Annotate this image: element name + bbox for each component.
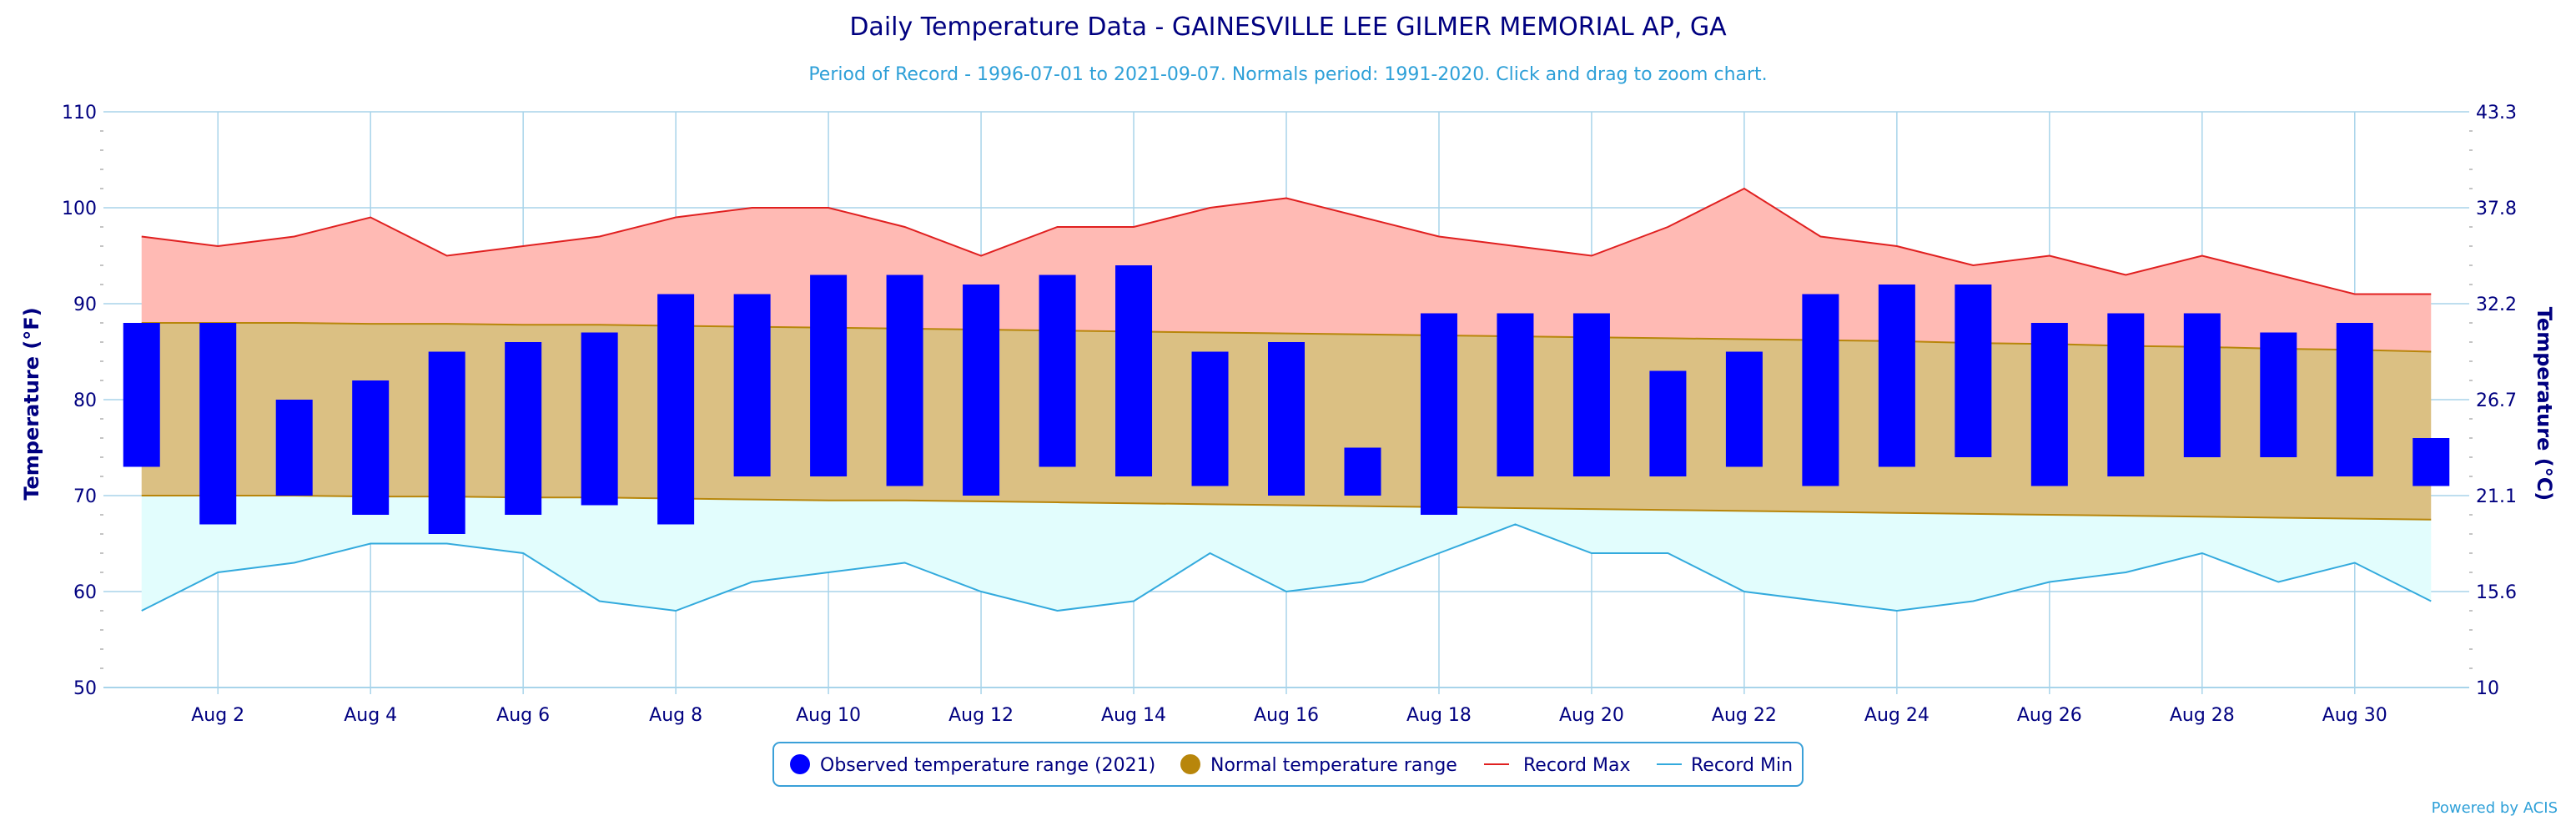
chart-title: Daily Temperature Data - GAINESVILLE LEE…	[849, 13, 1727, 42]
observed-bar-day-12	[963, 285, 1000, 496]
y-tick-label-left: 60	[73, 582, 97, 603]
observed-bar-day-25	[1955, 285, 1992, 457]
y-tick-label-right: 37.8	[2476, 199, 2517, 219]
record-max-area	[141, 189, 2432, 352]
legend-record-max-label: Record Max	[1523, 755, 1631, 776]
observed-bar-day-2	[199, 323, 237, 525]
observed-bar-day-13	[1039, 275, 1076, 467]
right-y-axis: 10 15.6 21.1 26.7 32.2 37.8 43.3	[2476, 103, 2517, 699]
axes	[100, 130, 2473, 694]
credit-link[interactable]: Powered by ACIS	[2432, 799, 2558, 817]
observed-bar-day-29	[2260, 332, 2297, 457]
x-tick-label: Aug 6	[496, 705, 550, 726]
record-max-line	[141, 187, 2432, 295]
observed-bar-day-27	[2107, 313, 2145, 476]
observed-bar-day-4	[352, 380, 390, 515]
x-tick-label: Aug 30	[2322, 705, 2387, 726]
y-tick-label-right: 26.7	[2476, 390, 2517, 411]
right-y-axis-label: Temperature (°C)	[2533, 307, 2556, 501]
plot-area[interactable]	[100, 111, 2473, 694]
left-y-axis: 50 60 70 80 90 100 110	[62, 103, 97, 699]
x-tick-label: Aug 18	[1406, 705, 1472, 726]
y-tick-label-right: 10	[2476, 678, 2499, 699]
observed-bar-day-8	[657, 294, 695, 525]
legend-item-record-min[interactable]: Record Min	[1657, 755, 1793, 776]
y-tick-label-right: 32.2	[2476, 295, 2517, 315]
legend: Observed temperature range (2021) Normal…	[772, 742, 1804, 787]
legend-observed-label: Observed temperature range (2021)	[820, 755, 1155, 776]
observed-bar-day-11	[886, 275, 923, 486]
observed-bar-day-30	[2336, 323, 2373, 476]
x-tick-label: Aug 24	[1864, 705, 1929, 726]
legend-observed-swatch	[790, 754, 810, 774]
legend-normal-swatch	[1180, 754, 1200, 774]
legend-item-observed[interactable]: Observed temperature range (2021)	[790, 754, 1155, 776]
chart-subtitle: Period of Record - 1996-07-01 to 2021-09…	[808, 64, 1767, 85]
x-axis: Aug 2 Aug 4 Aug 6 Aug 8 Aug 10 Aug 12 Aug 14 Au…	[191, 705, 2387, 726]
y-tick-label-right: 21.1	[2476, 486, 2517, 507]
y-tick-label-left: 70	[73, 486, 97, 507]
observed-bar-day-9	[733, 294, 771, 476]
record-min-line	[141, 523, 2432, 612]
legend-normal-label: Normal temperature range	[1210, 755, 1457, 776]
observed-bar-day-28	[2183, 313, 2221, 457]
y-tick-label-left: 90	[73, 295, 97, 315]
x-tick-label: Aug 2	[191, 705, 244, 726]
observed-bar-day-20	[1572, 313, 1610, 476]
observed-bar-day-6	[505, 342, 542, 515]
x-tick-label: Aug 28	[2170, 705, 2235, 726]
observed-bar-day-16	[1268, 342, 1305, 496]
y-tick-label-left: 110	[62, 103, 97, 123]
observed-bar-day-17	[1344, 447, 1381, 496]
x-tick-label: Aug 4	[344, 705, 397, 726]
x-tick-label: Aug 22	[1712, 705, 1777, 726]
legend-item-record-max[interactable]: Record Max	[1484, 755, 1631, 776]
observed-bar-day-24	[1878, 285, 1915, 467]
y-tick-label-left: 80	[73, 390, 97, 411]
observed-bar-day-14	[1115, 265, 1153, 476]
record-min-area	[141, 496, 2432, 611]
observed-bar-day-15	[1191, 351, 1229, 486]
observed-bar-day-19	[1497, 313, 1534, 476]
x-tick-label: Aug 12	[948, 705, 1014, 726]
observed-bar-day-3	[275, 400, 313, 496]
observed-bar-day-5	[428, 351, 465, 534]
observed-bar-day-1	[123, 323, 160, 467]
x-tick-label: Aug 16	[1254, 705, 1319, 726]
observed-bar-day-10	[810, 275, 848, 476]
legend-item-normal[interactable]: Normal temperature range	[1180, 754, 1457, 776]
observed-bar-day-21	[1649, 370, 1687, 476]
y-tick-label-left: 50	[73, 678, 97, 699]
observed-bar-day-26	[2030, 323, 2068, 486]
legend-record-min-label: Record Min	[1691, 755, 1793, 776]
x-tick-label: Aug 26	[2017, 705, 2082, 726]
y-tick-label-right: 15.6	[2476, 582, 2517, 603]
observed-bar-day-31	[2412, 438, 2450, 486]
observed-bar-day-7	[581, 332, 618, 506]
y-tick-label-right: 43.3	[2476, 103, 2517, 123]
x-tick-label: Aug 20	[1559, 705, 1624, 726]
observed-bar-day-18	[1420, 313, 1457, 515]
left-y-axis-label: Temperature (°F)	[20, 307, 43, 500]
observed-bars	[123, 265, 2450, 534]
x-tick-label: Aug 8	[649, 705, 702, 726]
observed-bar-day-22	[1725, 351, 1763, 467]
x-tick-label: Aug 10	[796, 705, 861, 726]
observed-bar-day-23	[1802, 294, 1839, 486]
x-tick-label: Aug 14	[1101, 705, 1166, 726]
y-tick-label-left: 100	[62, 199, 97, 219]
legend-box	[772, 742, 1804, 787]
